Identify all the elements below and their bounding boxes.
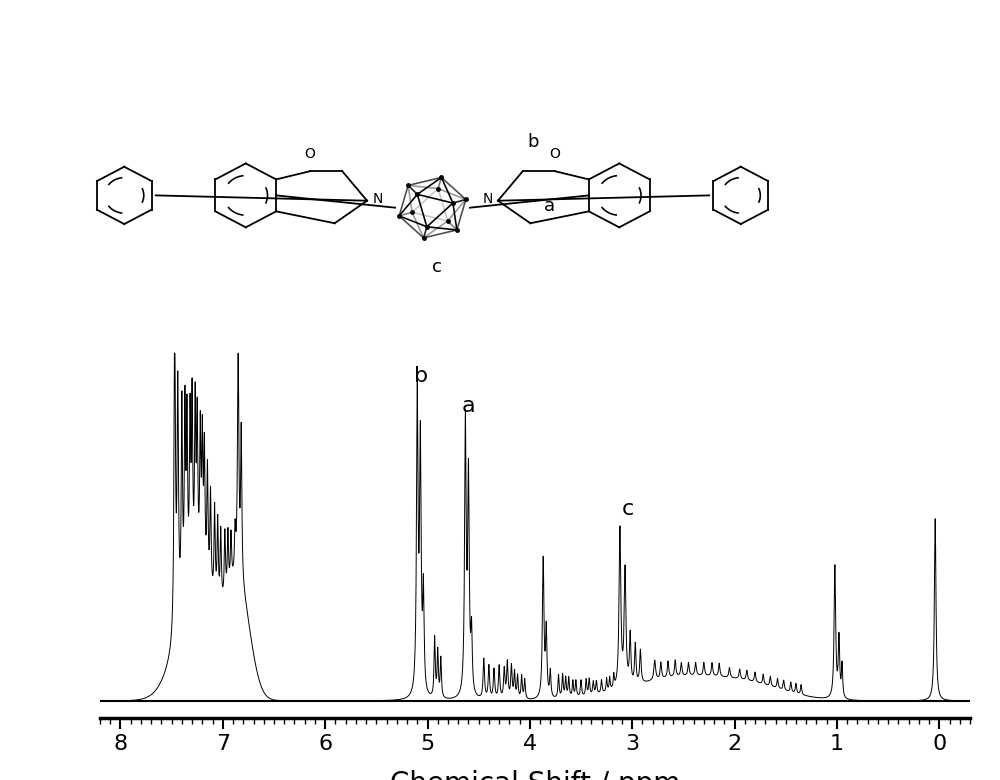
Text: c: c [432, 258, 442, 276]
Text: O: O [304, 147, 315, 161]
Text: O: O [550, 147, 561, 161]
Text: N: N [482, 192, 493, 206]
Text: c: c [622, 498, 634, 519]
Text: a: a [461, 396, 475, 416]
Text: N: N [372, 192, 383, 206]
X-axis label: Chemical Shift / ppm: Chemical Shift / ppm [390, 770, 680, 780]
Text: a: a [544, 197, 555, 215]
Text: b: b [527, 133, 539, 151]
Text: b: b [414, 367, 428, 386]
